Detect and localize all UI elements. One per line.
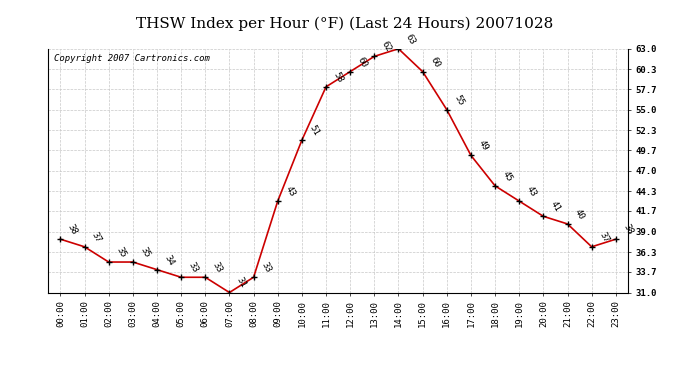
Text: 58: 58	[332, 70, 345, 84]
Text: 45: 45	[501, 169, 514, 183]
Text: 38: 38	[622, 223, 635, 236]
Text: 38: 38	[66, 223, 79, 236]
Text: 62: 62	[380, 40, 393, 54]
Text: 43: 43	[284, 184, 297, 198]
Text: 60: 60	[428, 55, 442, 69]
Text: Copyright 2007 Cartronics.com: Copyright 2007 Cartronics.com	[54, 54, 210, 63]
Text: 33: 33	[187, 261, 200, 274]
Text: 33: 33	[259, 261, 273, 274]
Text: 33: 33	[211, 261, 224, 274]
Text: 55: 55	[453, 93, 466, 107]
Text: 60: 60	[356, 55, 369, 69]
Text: 63: 63	[404, 32, 417, 46]
Text: 35: 35	[139, 246, 152, 259]
Text: 41: 41	[549, 200, 562, 213]
Text: 31: 31	[235, 276, 248, 290]
Text: THSW Index per Hour (°F) (Last 24 Hours) 20071028: THSW Index per Hour (°F) (Last 24 Hours)…	[137, 17, 553, 31]
Text: 51: 51	[308, 124, 321, 137]
Text: 35: 35	[115, 246, 128, 259]
Text: 37: 37	[598, 230, 611, 244]
Text: 43: 43	[525, 184, 538, 198]
Text: 40: 40	[573, 207, 586, 221]
Text: 34: 34	[163, 253, 176, 267]
Text: 37: 37	[90, 230, 104, 244]
Text: 49: 49	[477, 139, 490, 153]
